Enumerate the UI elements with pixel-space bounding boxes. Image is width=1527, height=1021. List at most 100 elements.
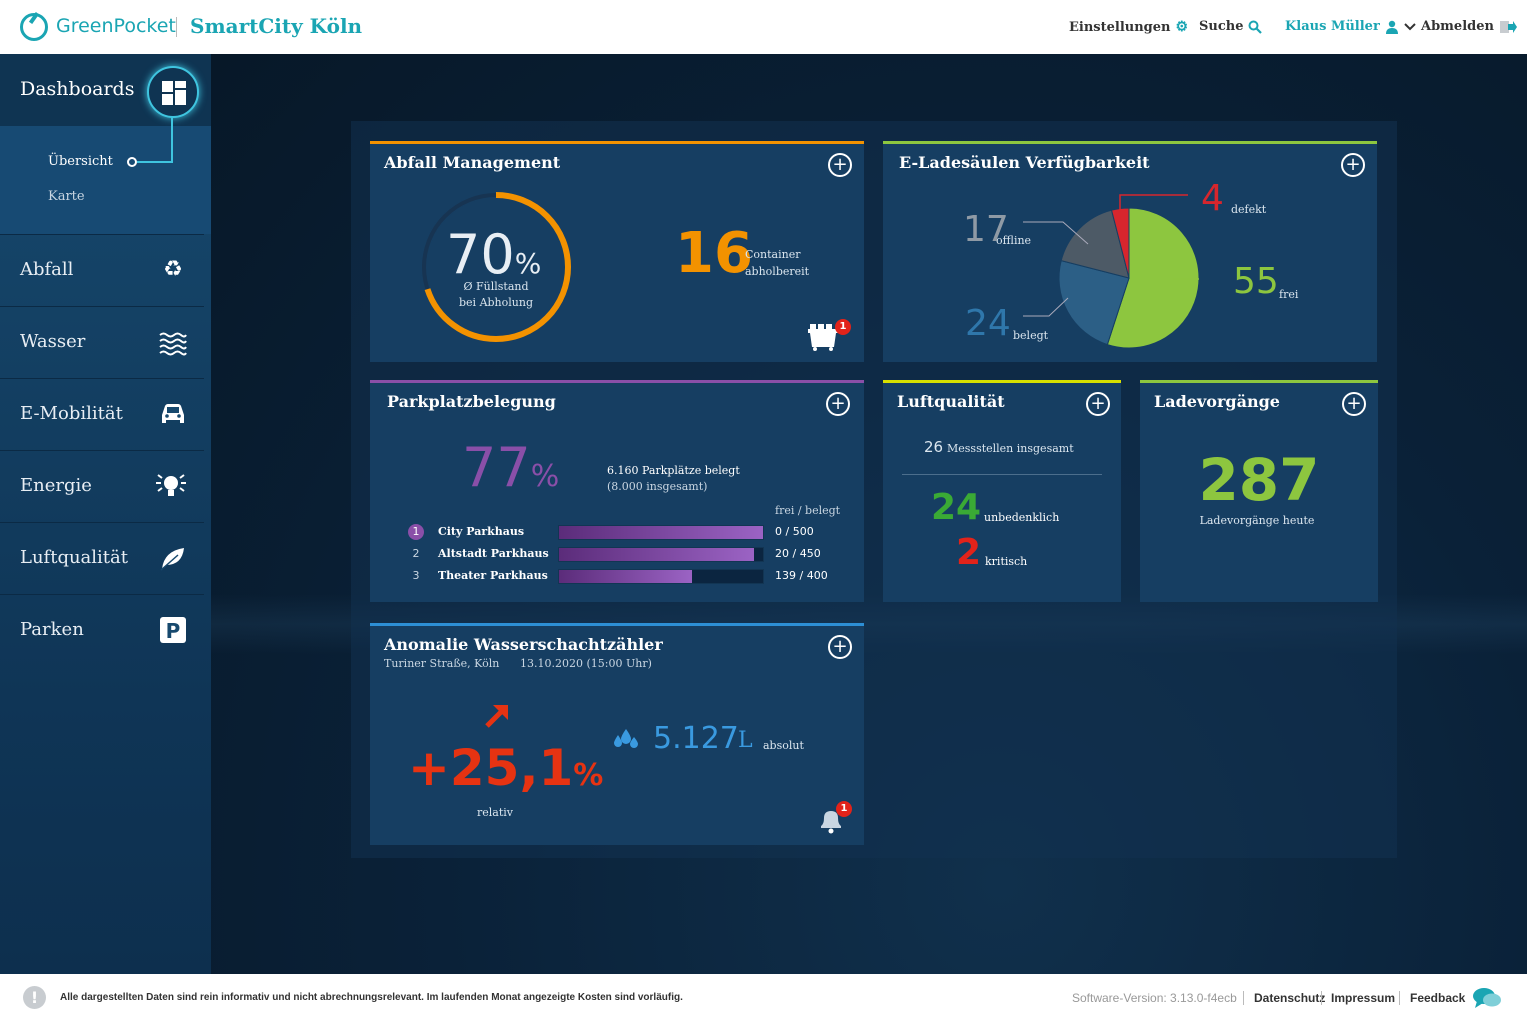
occupancy-bar: [558, 525, 764, 540]
footer-divider: [1399, 991, 1400, 1005]
footer: ! Alle dargestellten Daten sind rein inf…: [0, 974, 1527, 1021]
pie-value-offline: 17: [963, 209, 1009, 250]
notification-badge: 1: [835, 319, 851, 335]
card-accent-bar: [883, 141, 1377, 144]
add-widget-button[interactable]: +: [1341, 153, 1365, 177]
recycle-icon: ♻: [163, 257, 183, 282]
sidebar-item-label: Luftqualität: [20, 547, 128, 568]
dashboard-submenu: Übersicht Karte: [0, 116, 211, 234]
parking-summary-1: 6.160 Parkplätze belegt: [607, 464, 740, 477]
alarm-bell-icon[interactable]: [817, 806, 845, 836]
imprint-link[interactable]: Impressum: [1331, 991, 1396, 1005]
card-title: Ladevorgänge: [1154, 392, 1280, 411]
chevron-down-icon: [1404, 22, 1416, 30]
card-accent-bar: [883, 380, 1121, 383]
fill-percent-label-2: bei Abholung: [459, 296, 533, 309]
occupancy-bar-fill: [559, 526, 763, 539]
search-link[interactable]: Suche: [1199, 19, 1263, 34]
fill-level-gauge: [421, 192, 571, 342]
connector-line: [171, 116, 173, 163]
privacy-link[interactable]: Datenschutz: [1254, 991, 1326, 1005]
sidebar-title: Dashboards: [20, 78, 135, 100]
user-menu[interactable]: Klaus Müller: [1285, 19, 1416, 34]
submenu-item-karte[interactable]: Karte: [48, 189, 85, 204]
sidebar-item-luftqualitaet[interactable]: Luftqualität: [0, 522, 204, 594]
add-widget-button[interactable]: +: [1342, 392, 1366, 416]
occupancy-bar: [558, 569, 764, 584]
logout-link[interactable]: Abmelden: [1421, 19, 1517, 34]
sidebar-item-parken[interactable]: Parken P: [0, 594, 204, 666]
parking-name[interactable]: Altstadt Parkhaus: [438, 547, 549, 560]
pie-slice-offline[interactable]: [1060, 209, 1130, 279]
availability-pie-chart: [1023, 194, 1200, 349]
brand-divider: [176, 17, 177, 37]
container-bin-icon[interactable]: [806, 321, 842, 351]
product-name[interactable]: SmartCity Köln: [190, 14, 363, 38]
user-icon: [1385, 20, 1398, 34]
pie-value-defekt: 4: [1201, 178, 1224, 219]
card-title: Anomalie Wasserschachtzähler: [384, 635, 663, 654]
sidebar-item-label: Energie: [20, 475, 92, 496]
dashboard-grid-icon: [162, 81, 186, 105]
feedback-link[interactable]: Feedback: [1410, 991, 1466, 1005]
absolute-value: 5.127: [653, 721, 739, 756]
stations-total: 26: [924, 438, 944, 456]
add-widget-button[interactable]: +: [826, 392, 850, 416]
trend-up-arrow-icon: [485, 705, 508, 728]
stations-critical-count: 2: [956, 532, 982, 573]
relative-change: +25,1%: [408, 739, 604, 797]
container-label-1: Container: [745, 248, 801, 261]
pie-value-frei: 55: [1233, 261, 1279, 302]
info-icon: !: [23, 986, 46, 1009]
card-parkplatzbelegung: Parkplatzbelegung + 77% 6.160 Parkplätze…: [370, 380, 864, 602]
sidebar-item-label: Wasser: [20, 331, 86, 352]
add-widget-button[interactable]: +: [1086, 392, 1110, 416]
divider: [902, 474, 1102, 475]
dashboard-toggle[interactable]: [147, 66, 199, 118]
occupancy-bar: [558, 547, 764, 562]
sidebar-header[interactable]: Dashboards: [0, 54, 211, 126]
lightbulb-icon: [156, 474, 186, 496]
card-title: Luftqualität: [897, 392, 1005, 411]
connector-line: [137, 161, 173, 163]
sidebar-item-emobilitaet[interactable]: E-Mobilität: [0, 378, 204, 450]
parking-rank: 3: [412, 569, 420, 582]
logout-label: Abmelden: [1421, 19, 1494, 34]
parking-value: 0 / 500: [775, 525, 814, 538]
container-count: 16: [675, 221, 753, 286]
pie-label-frei: frei: [1279, 288, 1299, 301]
gear-icon: ⚙: [1175, 19, 1189, 35]
parking-summary-2: (8.000 insgesamt): [607, 480, 708, 493]
parking-icon: P: [160, 617, 186, 643]
parking-rank: 1: [408, 524, 424, 540]
fill-percent-label-1: Ø Füllstand: [463, 280, 529, 293]
occupancy-bar-fill: [559, 570, 693, 583]
submenu-item-uebersicht[interactable]: Übersicht: [48, 154, 113, 169]
pie-slice-frei[interactable]: [1106, 207, 1200, 349]
car-icon: [162, 404, 184, 423]
sidebar-item-label: Abfall: [20, 259, 74, 280]
parking-name[interactable]: City Parkhaus: [438, 525, 525, 538]
chat-bubble-icon[interactable]: [1472, 986, 1502, 1010]
sidebar-item-wasser[interactable]: Wasser: [0, 306, 204, 378]
top-header: GreenPocket SmartCity Köln Einstellungen…: [0, 0, 1527, 54]
add-widget-button[interactable]: +: [828, 153, 852, 177]
search-icon: [1248, 20, 1263, 34]
card-title: Abfall Management: [384, 153, 561, 172]
absolute-unit: L: [738, 728, 753, 753]
occupancy-percent: 77%: [462, 436, 560, 499]
fill-percent-value: 70%: [446, 223, 542, 286]
parking-name[interactable]: Theater Parkhaus: [438, 569, 548, 582]
charging-count: 287: [1198, 446, 1320, 514]
sidebar-item-energie[interactable]: Energie: [0, 450, 204, 522]
card-accent-bar: [370, 141, 864, 144]
add-widget-button[interactable]: +: [828, 635, 852, 659]
column-header-frei-belegt: frei / belegt: [775, 504, 841, 517]
pie-label-offline: offline: [996, 234, 1032, 247]
water-waves-icon: [159, 332, 187, 356]
pie-slice-belegt[interactable]: [1058, 259, 1130, 346]
parking-value: 20 / 450: [775, 547, 821, 560]
settings-link[interactable]: Einstellungen ⚙: [1069, 19, 1188, 35]
sidebar-item-abfall[interactable]: Abfall ♻: [0, 234, 204, 306]
logout-icon: [1499, 20, 1517, 33]
